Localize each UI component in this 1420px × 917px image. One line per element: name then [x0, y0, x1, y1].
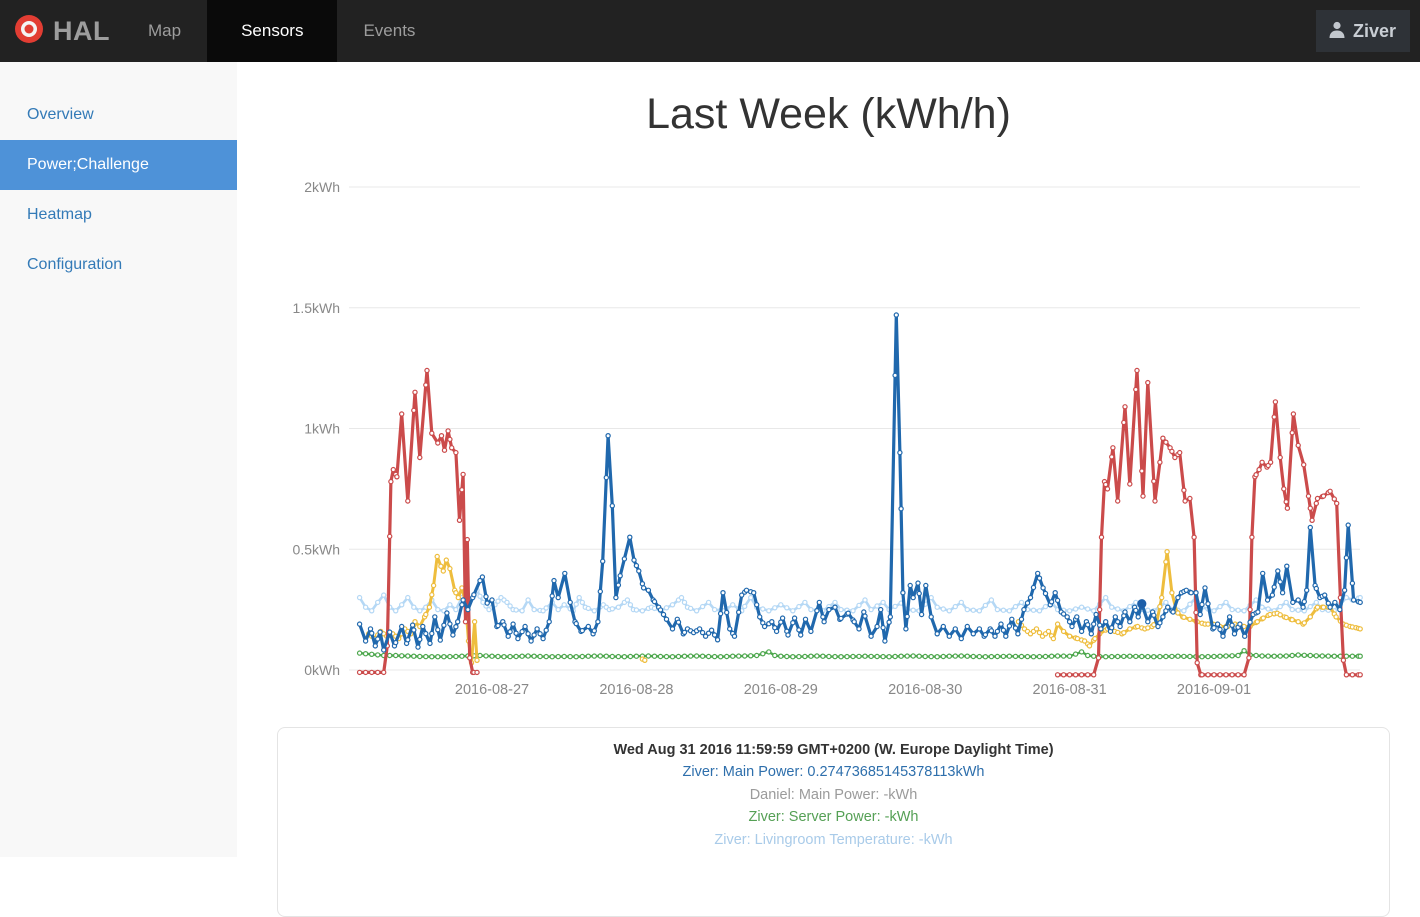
svg-text:0.5kWh: 0.5kWh — [293, 541, 340, 557]
sidebar-item-configuration[interactable]: Configuration — [27, 256, 123, 273]
sidebar-item-power-challenge[interactable]: Power;Challenge — [0, 140, 237, 190]
nav-menu: Map Sensors Events — [122, 0, 441, 62]
svg-text:0kWh: 0kWh — [304, 662, 340, 678]
sidebar: Overview Power;Challenge Heatmap Configu… — [0, 62, 237, 857]
tooltip-line-ziver-server-power: Ziver: Server Power: -kWh — [748, 809, 919, 826]
brand[interactable]: HAL — [14, 0, 110, 62]
svg-text:2016-08-31: 2016-08-31 — [1033, 682, 1107, 698]
svg-text:2016-08-29: 2016-08-29 — [744, 682, 818, 698]
svg-text:1.5kWh: 1.5kWh — [293, 300, 340, 316]
svg-text:2016-09-01: 2016-09-01 — [1177, 682, 1251, 698]
user-name: Ziver — [1352, 20, 1396, 41]
tooltip-line-ziver-main-power: Ziver: Main Power: 0.27473685145378113kW… — [682, 764, 985, 781]
nav-item-sensors[interactable]: Sensors — [207, 0, 338, 62]
user-menu[interactable]: Ziver — [1315, 10, 1410, 52]
user-icon — [1328, 20, 1346, 43]
svg-text:2016-08-30: 2016-08-30 — [888, 682, 962, 698]
sidebar-item-overview[interactable]: Overview — [27, 106, 94, 123]
top-navbar: HAL Map Sensors Events Ziver — [0, 0, 1420, 62]
tooltip-timestamp: Wed Aug 31 2016 11:59:59 GMT+0200 (W. Eu… — [613, 742, 1054, 758]
nav-item-events[interactable]: Events — [363, 21, 416, 40]
tooltip-line-daniel-main-power: Daniel: Main Power: -kWh — [749, 786, 918, 803]
sidebar-item-heatmap[interactable]: Heatmap — [27, 206, 92, 223]
svg-text:2016-08-27: 2016-08-27 — [455, 682, 529, 698]
hal-logo-icon — [14, 14, 44, 49]
chart-tooltip-box: Wed Aug 31 2016 11:59:59 GMT+0200 (W. Eu… — [277, 727, 1390, 917]
tooltip-line-ziver-livingroom-temperature: Ziver: Livingroom Temperature: -kWh — [714, 831, 953, 848]
main-content: Last Week (kWh/h) 0kWh 0.5kWh 1kWh 1.5kWh 2k… — [237, 62, 1420, 917]
svg-text:1kWh: 1kWh — [304, 421, 340, 437]
brand-label: HAL — [53, 15, 110, 46]
power-line-chart[interactable]: 0kWh 0.5kWh 1kWh 1.5kWh 2kWh 2016-08-27 2016-0… — [237, 160, 1420, 726]
page-title: Last Week (kWh/h) — [646, 90, 1011, 138]
svg-text:2kWh: 2kWh — [304, 179, 340, 195]
svg-text:2016-08-28: 2016-08-28 — [599, 682, 673, 698]
nav-item-map[interactable]: Map — [148, 21, 182, 40]
